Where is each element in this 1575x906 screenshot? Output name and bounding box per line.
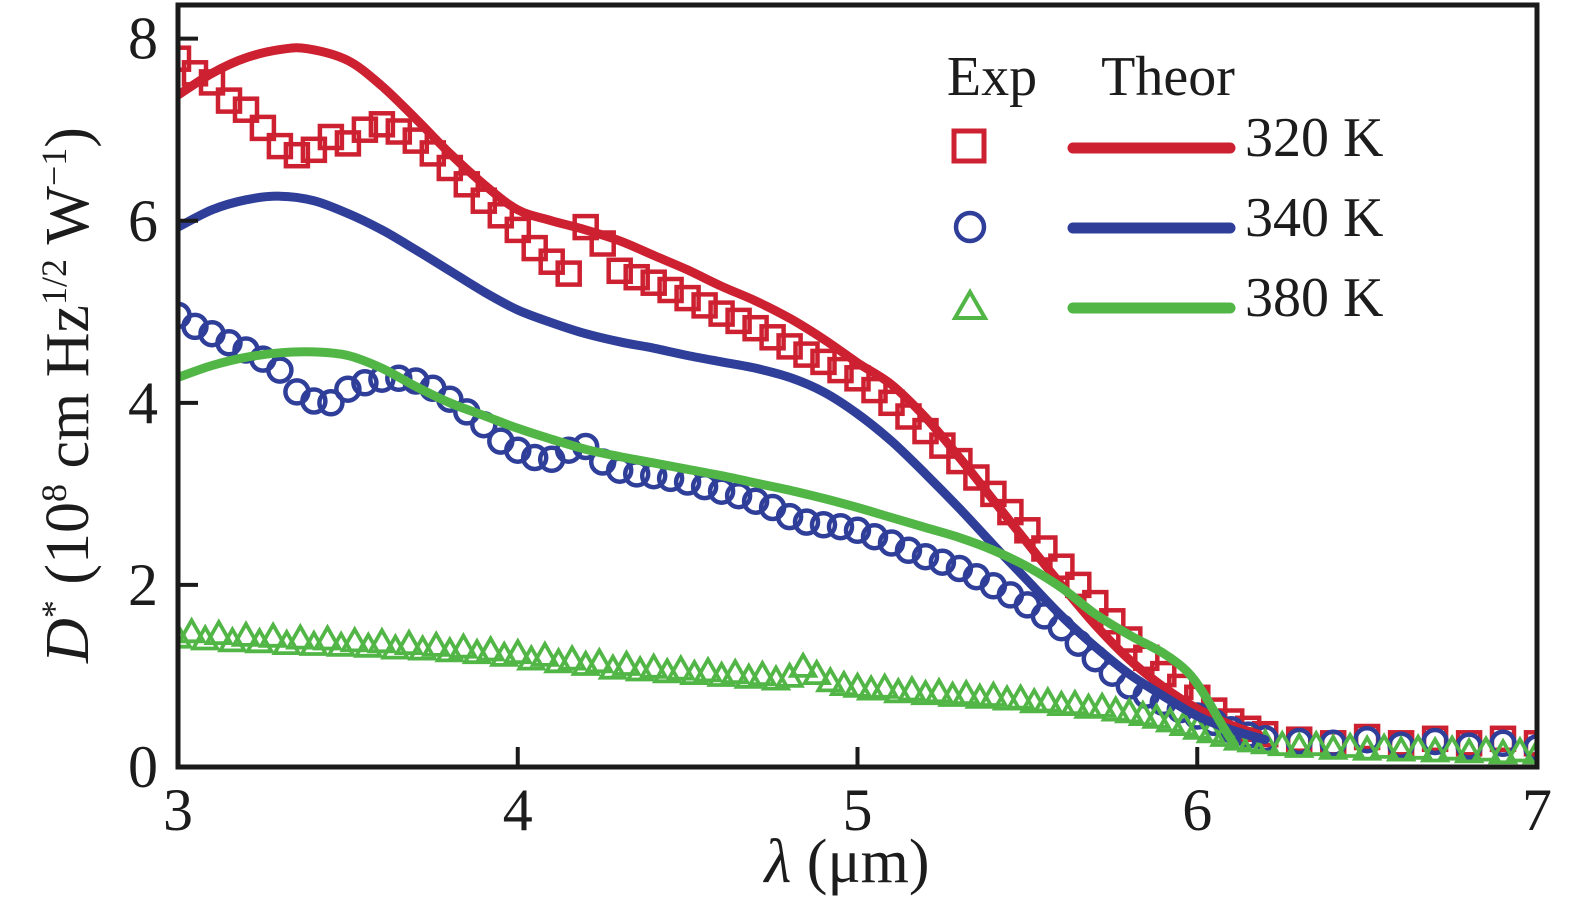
theor-curve (178, 347, 1240, 750)
y-tick-label: 6 (128, 188, 158, 254)
theor-curve (178, 43, 1263, 739)
y-tick-label: 0 (128, 734, 158, 800)
series-exp-340k (178, 301, 1537, 762)
legend-row-380k: 380 K (951, 267, 1383, 329)
y-axis-title: D* (108 cm Hz1/2 W−1) (34, 127, 102, 664)
series-theor-380k (178, 347, 1240, 750)
x-axis-title: λ (μm) (762, 828, 929, 896)
legend-row-320k: 320 K (951, 107, 1383, 169)
legend-label: 380 K (1245, 267, 1383, 329)
x-tick-label: 7 (1522, 777, 1552, 843)
legend-label: 320 K (1245, 107, 1383, 169)
x-tick-label: 4 (503, 777, 533, 843)
y-tick-label: 2 (128, 552, 158, 618)
series-theor-340k (178, 191, 1270, 745)
series-theor-320k (178, 43, 1263, 739)
theor-curve (178, 191, 1270, 745)
legend-square-marker (951, 128, 987, 164)
series-exp-380k (178, 616, 1537, 765)
axes-ticks: 3 4 5 6 7 0 2 4 6 8 (128, 6, 1552, 843)
legend-circle-marker (953, 210, 987, 244)
legend-theor-header: Theor (1101, 46, 1235, 108)
legend-exp-header: Exp (947, 46, 1037, 108)
y-tick-label: 4 (128, 370, 158, 436)
x-tick-label: 3 (163, 777, 193, 843)
legend-triangle-marker (951, 287, 989, 320)
y-tick-label: 8 (128, 6, 158, 72)
x-tick-label: 5 (843, 777, 873, 843)
x-tick-label: 6 (1182, 777, 1212, 843)
legend-label: 340 K (1245, 187, 1383, 249)
legend-row-340k: 340 K (953, 187, 1383, 249)
